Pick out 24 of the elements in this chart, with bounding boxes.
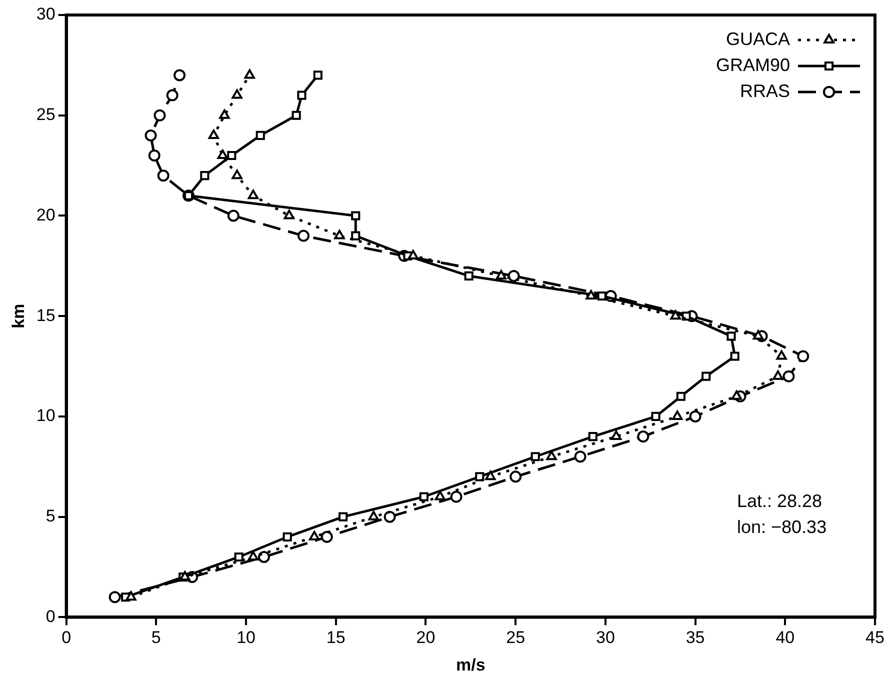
y-axis-title: km xyxy=(8,304,28,328)
y-tick-label: 0 xyxy=(46,606,56,626)
x-tick-label: 25 xyxy=(506,628,526,648)
x-tick-label: 40 xyxy=(776,628,795,648)
x-tick-label: 20 xyxy=(416,628,436,648)
x-tick-label: 30 xyxy=(596,628,615,648)
y-tick-label: 10 xyxy=(36,406,56,426)
x-tick-label: 0 xyxy=(62,628,72,648)
y-tick-label: 25 xyxy=(36,105,56,124)
x-tick-label: 10 xyxy=(236,628,256,648)
y-tick-label: 15 xyxy=(36,306,56,325)
legend-label: RRAS xyxy=(740,80,790,101)
x-tick-label: 5 xyxy=(151,628,161,648)
x-tick-label: 45 xyxy=(866,628,884,648)
y-tick-label: 30 xyxy=(36,4,56,24)
annotation: Lat.: 28.28 xyxy=(737,491,822,512)
x-axis-title: m/s xyxy=(456,655,486,674)
x-tick-label: 15 xyxy=(326,628,346,648)
annotation: lon: −80.33 xyxy=(737,517,827,538)
legend-label: GRAM90 xyxy=(716,54,790,75)
y-tick-label: 5 xyxy=(46,506,56,526)
legend-label: GUACA xyxy=(726,28,790,49)
x-tick-label: 35 xyxy=(686,628,705,648)
y-tick-label: 20 xyxy=(36,205,56,224)
